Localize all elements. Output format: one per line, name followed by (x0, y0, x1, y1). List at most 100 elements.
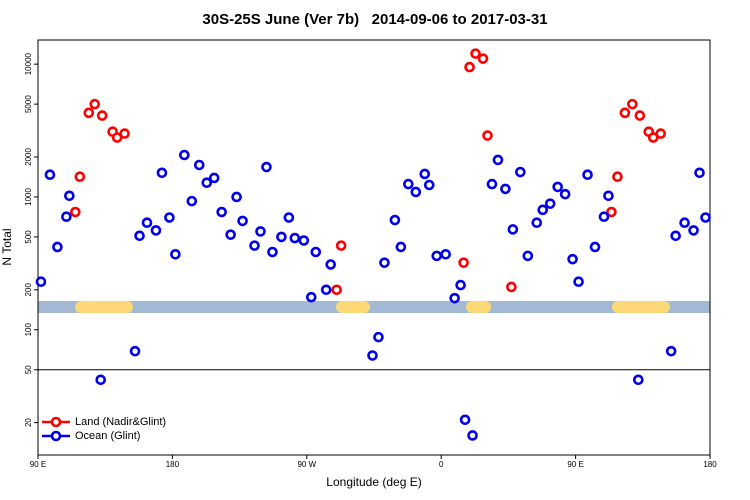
legend-marker (50, 416, 62, 428)
point (179, 149, 190, 161)
point (61, 211, 72, 223)
point (634, 110, 646, 121)
band-segment (466, 301, 491, 313)
point (419, 168, 431, 180)
y-tick-label: 1000 (24, 188, 33, 206)
point (459, 414, 471, 426)
point (598, 211, 610, 223)
point (373, 331, 384, 343)
point (193, 159, 205, 171)
point (567, 253, 578, 265)
point (64, 190, 75, 202)
plot-frame (37, 39, 711, 456)
point (700, 212, 711, 223)
point (186, 195, 198, 207)
legend-label: Ocean (Glint) (75, 430, 140, 442)
point (410, 186, 422, 198)
point (52, 241, 63, 253)
point (310, 246, 322, 258)
point (515, 166, 526, 178)
point (335, 240, 347, 251)
point (89, 98, 101, 110)
point (612, 171, 623, 183)
point (403, 178, 414, 190)
point (237, 215, 248, 227)
point (208, 172, 220, 184)
point (477, 53, 489, 64)
band-segment (336, 301, 370, 313)
x-tick-label: 180 (703, 460, 717, 469)
y-tick-label: 10000 (24, 52, 33, 75)
point (156, 167, 168, 179)
point (70, 206, 81, 218)
point (467, 430, 478, 441)
y-tick-label: 20 (24, 418, 33, 427)
y-tick-label: 200 (24, 283, 33, 297)
point (455, 279, 466, 291)
x-tick-label: 180 (166, 460, 180, 469)
point (389, 214, 401, 226)
point (665, 345, 677, 357)
point (201, 177, 213, 189)
y-axis-label: N Total (0, 228, 14, 265)
point (96, 110, 108, 121)
point (619, 107, 631, 119)
point (552, 181, 563, 193)
y-tick-label: 50 (24, 365, 33, 374)
point (633, 374, 644, 386)
point (492, 154, 504, 166)
point (267, 246, 278, 258)
point (325, 259, 336, 270)
point (231, 191, 242, 203)
point (249, 240, 260, 251)
point (261, 161, 272, 173)
point (216, 206, 227, 218)
point (119, 128, 130, 139)
point (544, 198, 556, 209)
point (506, 281, 517, 293)
x-axis-label: Longitude (deg E) (326, 475, 421, 489)
point (44, 169, 56, 181)
x-tick-label: 0 (439, 460, 444, 469)
x-tick-label: 90 E (567, 460, 583, 469)
point (449, 292, 460, 304)
point (74, 171, 86, 183)
point (582, 169, 593, 181)
point (482, 130, 493, 141)
point (95, 374, 107, 386)
point (464, 61, 475, 73)
y-tick-label: 500 (24, 230, 33, 244)
point (367, 350, 378, 361)
point (679, 217, 690, 228)
point (35, 276, 47, 288)
point (298, 235, 310, 246)
point (458, 257, 469, 268)
point (589, 241, 601, 253)
point (289, 232, 301, 244)
point (559, 188, 571, 200)
point (670, 230, 681, 242)
point (276, 231, 287, 243)
point (522, 250, 534, 262)
point (283, 212, 295, 223)
point (470, 48, 481, 59)
band-segment (75, 301, 133, 313)
y-tick-label: 5000 (24, 95, 33, 113)
point (537, 204, 549, 216)
point (655, 128, 667, 139)
point (423, 179, 435, 191)
x-tick-label: 90 W (297, 460, 316, 469)
point (606, 206, 617, 218)
point (134, 230, 145, 242)
point (500, 183, 511, 195)
point (331, 284, 342, 296)
point (83, 107, 95, 119)
point (486, 178, 498, 190)
point (531, 217, 543, 228)
band (38, 301, 710, 313)
point (395, 241, 407, 253)
chart-title: 30S-25S June (Ver 7b) 2014-09-06 to 2017… (202, 11, 547, 28)
point (440, 248, 451, 260)
point (627, 98, 638, 110)
